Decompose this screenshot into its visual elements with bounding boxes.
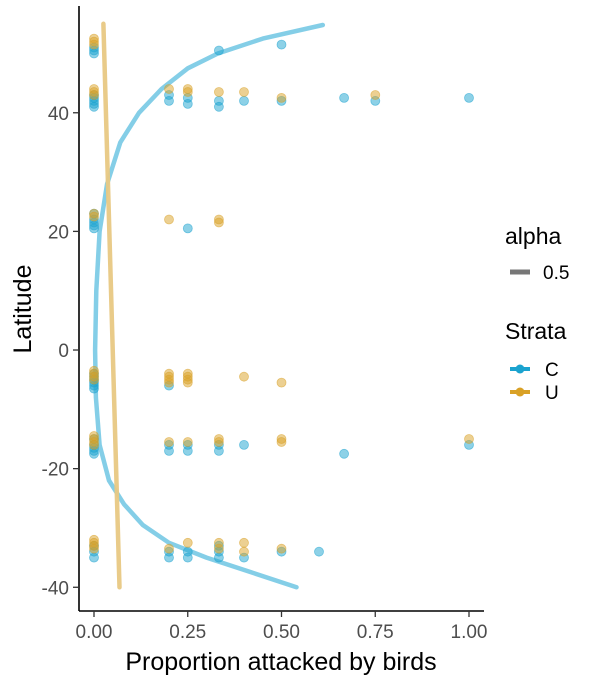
point-c [213, 445, 224, 456]
point-u [89, 211, 99, 222]
point-u [276, 543, 287, 554]
point-c [239, 439, 249, 450]
y-tick-label: 40 [48, 104, 69, 125]
point-c [164, 96, 174, 106]
point-c [339, 93, 350, 103]
legend-title-alpha: alpha [505, 223, 561, 249]
point-c [164, 552, 174, 563]
x-tick-label: 0.25 [169, 622, 206, 643]
point-c [182, 223, 193, 234]
y-axis-title: Latitude [9, 265, 37, 354]
point-c [89, 552, 99, 563]
y-ticks: 40 20 0 -20 -40 [42, 104, 79, 599]
point-c [89, 383, 99, 394]
point-c [276, 39, 287, 50]
point-u [239, 87, 249, 97]
point-c [89, 101, 99, 112]
point-c [89, 448, 99, 459]
point-u [89, 543, 99, 554]
x-ticks: 0.00 0.25 0.50 0.75 1.00 [76, 611, 488, 643]
point-u [89, 439, 99, 450]
point-u [213, 217, 224, 228]
point-c [182, 552, 193, 563]
point-u [276, 437, 287, 447]
x-tick-label: 0.00 [76, 622, 113, 643]
legend-key-u-point [515, 387, 525, 397]
legend-label-u: U [545, 383, 559, 404]
x-tick-label: 0.50 [263, 622, 300, 643]
point-u [213, 437, 224, 447]
point-c [89, 223, 99, 234]
point-c [464, 93, 474, 103]
point-u [213, 543, 224, 554]
point-u [213, 87, 224, 97]
fit-line-c [92, 22, 326, 590]
data-points [89, 33, 474, 563]
fit-lines [92, 21, 326, 590]
legend-title-strata: Strata [505, 318, 567, 344]
point-u [164, 543, 174, 554]
point-u [182, 437, 193, 447]
point-u [276, 377, 287, 388]
x-tick-label: 1.00 [451, 622, 488, 643]
legend: alpha 0.5 Strata C U [505, 223, 569, 404]
point-c [314, 546, 324, 557]
point-u [464, 434, 474, 444]
legend-label-c: C [545, 360, 559, 381]
point-c [213, 101, 224, 112]
point-c [339, 448, 350, 459]
point-c [89, 48, 99, 59]
x-tick-label: 0.75 [357, 622, 394, 643]
point-u [276, 93, 287, 103]
point-c [182, 445, 193, 456]
point-u [182, 377, 193, 388]
point-u [164, 214, 174, 225]
fit-line-u [101, 21, 122, 590]
point-c [213, 552, 224, 563]
point-u [239, 546, 249, 557]
y-tick-label: 0 [58, 341, 69, 362]
point-u [370, 90, 381, 100]
point-u [89, 39, 99, 50]
point-u [164, 377, 174, 388]
point-u [239, 537, 249, 548]
y-tick-label: -40 [42, 578, 69, 599]
point-c [239, 96, 249, 106]
point-u [239, 371, 249, 382]
legend-label-alpha: 0.5 [543, 263, 569, 284]
y-tick-label: -20 [42, 460, 69, 481]
legend-key-c-point [515, 364, 525, 374]
point-c [164, 445, 174, 456]
y-tick-label: 20 [48, 222, 69, 243]
point-u [182, 87, 193, 97]
point-u [164, 437, 174, 447]
point-c [182, 99, 193, 109]
point-u [89, 90, 99, 100]
x-axis-title: Proportion attacked by birds [125, 648, 436, 676]
point-u [182, 537, 193, 548]
point-u [89, 374, 99, 385]
point-u [164, 84, 174, 94]
point-c [213, 45, 224, 56]
